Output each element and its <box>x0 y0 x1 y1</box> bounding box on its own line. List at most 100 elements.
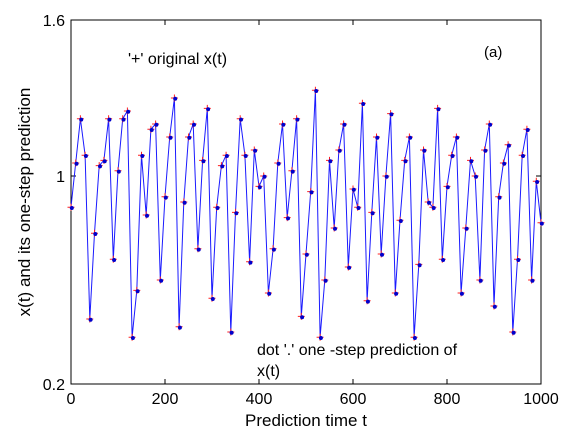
prediction-point <box>412 336 417 340</box>
annotation-prediction-line2: x(t) <box>257 363 280 380</box>
prediction-point <box>290 169 295 174</box>
prediction-point <box>243 154 248 158</box>
prediction-point <box>525 128 530 132</box>
y-axis: 0.2 1 1.6 <box>43 13 541 394</box>
prediction-point <box>121 117 126 122</box>
y-tick-label: 1 <box>56 169 65 186</box>
prediction-point <box>403 159 408 164</box>
prediction-point <box>333 226 337 231</box>
prediction-point <box>206 107 211 112</box>
x-tick-label: 1000 <box>523 391 559 408</box>
prediction-point <box>337 148 342 153</box>
prediction-point <box>370 211 375 216</box>
prediction-point <box>356 206 361 210</box>
prediction-point <box>394 291 399 296</box>
prediction-point <box>427 200 431 205</box>
prediction-point <box>192 122 196 127</box>
prediction-point <box>276 161 281 166</box>
plot-area <box>70 19 542 385</box>
x-axis-label: Prediction time t <box>245 411 367 430</box>
prediction-point <box>535 180 540 184</box>
prediction-series-markers <box>69 89 544 340</box>
prediction-point <box>521 154 525 158</box>
prediction-point <box>347 265 352 270</box>
prediction-point <box>516 258 521 262</box>
y-tick-label: 1.6 <box>43 13 65 30</box>
prediction-point <box>239 117 243 122</box>
prediction-point <box>286 216 290 221</box>
prediction-point <box>342 122 347 127</box>
prediction-point <box>314 89 319 93</box>
prediction-point <box>365 299 370 304</box>
prediction-point <box>300 315 305 320</box>
prediction-point <box>398 219 403 223</box>
prediction-point <box>135 289 140 294</box>
prediction-point <box>224 154 229 158</box>
prediction-point <box>469 159 474 164</box>
annotation-prediction-line1: dot '.' one -step prediction of <box>257 342 458 359</box>
prediction-point <box>182 200 187 205</box>
prediction-point <box>93 232 98 236</box>
prediction-point <box>220 164 225 169</box>
prediction-point <box>422 148 427 153</box>
prediction-point <box>98 164 102 169</box>
prediction-point <box>431 206 436 210</box>
prediction-point <box>511 330 516 335</box>
prediction-point <box>318 336 323 340</box>
prediction-point <box>215 206 220 210</box>
prediction-point <box>234 211 239 216</box>
prediction-point <box>417 263 422 268</box>
prediction-point <box>154 122 159 127</box>
y-axis-label: x(t) and its one-step prediction <box>15 88 34 317</box>
prediction-point <box>441 258 446 262</box>
x-axis: 0 200 400 600 800 1000 <box>67 20 559 408</box>
prediction-point <box>253 148 258 153</box>
prediction-point <box>69 206 74 210</box>
prediction-point <box>130 336 135 340</box>
x-tick-label: 0 <box>67 391 76 408</box>
prediction-point <box>380 252 384 257</box>
prediction-point <box>126 109 131 114</box>
prediction-point <box>375 135 380 140</box>
prediction-point <box>497 195 502 200</box>
prediction-point <box>116 169 121 174</box>
prediction-point <box>177 325 182 330</box>
prediction-point <box>173 96 178 101</box>
prediction-point <box>112 258 117 262</box>
prediction-point <box>539 221 544 226</box>
prediction-point <box>140 154 145 158</box>
prediction-point <box>83 154 88 158</box>
prediction-point <box>506 143 511 148</box>
prediction-point <box>229 330 234 335</box>
prediction-point <box>102 159 107 164</box>
prediction-point <box>459 291 464 296</box>
prediction-point <box>389 112 394 117</box>
prediction-point <box>384 174 389 179</box>
prediction-point <box>149 128 154 132</box>
prediction-point <box>464 226 469 231</box>
prediction-point <box>502 161 507 166</box>
prediction-point <box>304 252 309 257</box>
prediction-point <box>281 122 286 127</box>
prediction-point <box>159 278 164 283</box>
prediction-point <box>408 135 413 140</box>
prediction-point <box>267 291 272 296</box>
prediction-point <box>196 247 201 252</box>
prediction-point <box>257 185 262 190</box>
prediction-point <box>201 159 206 164</box>
prediction-point <box>168 135 173 140</box>
prediction-point <box>210 297 215 301</box>
prediction-point <box>478 278 483 283</box>
prediction-point <box>483 148 488 153</box>
prediction-point <box>530 278 535 283</box>
x-tick-label: 200 <box>152 391 179 408</box>
prediction-point <box>492 304 497 309</box>
prediction-point <box>163 195 168 200</box>
annotation-panel: (a) <box>484 44 502 61</box>
prediction-point <box>271 247 276 252</box>
prediction-point <box>323 278 328 283</box>
prediction-point <box>248 260 253 265</box>
prediction-point <box>145 213 149 218</box>
prediction-point <box>74 161 79 166</box>
x-tick-label: 600 <box>340 391 367 408</box>
